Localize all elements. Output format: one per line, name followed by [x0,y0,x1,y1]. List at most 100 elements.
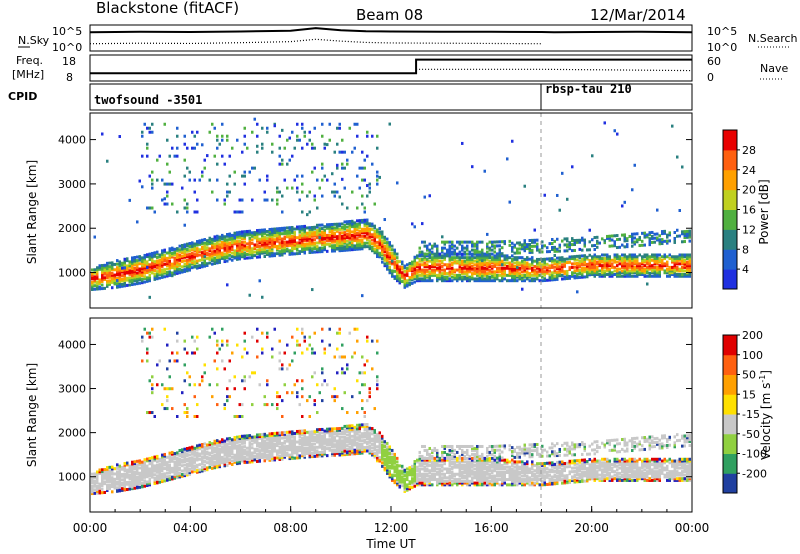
velocity-pixel-849 [168,453,171,457]
velocity-pixel-1747 [241,438,244,442]
power-pixel-2712 [318,234,321,238]
velocity-pixel-910 [173,453,176,457]
power-pixel-4426 [461,244,464,248]
velocity-pixel-2201 [278,440,281,444]
power-y-tick-label-1000: 1000 [58,267,86,280]
power-pixel-1804 [246,247,249,251]
power-pixel-4404 [461,270,464,274]
power-pixel-3514 [381,248,384,252]
velocity-pixel-1807 [246,450,249,454]
power-pixel-539 [146,279,149,283]
velocity-pixel-1404 [216,455,219,459]
power-pixel-3732 [398,260,401,264]
velocity-pixel-902 [173,462,176,466]
power-pixel-3930 [421,263,424,267]
velocity-pixel-2505 [301,331,304,335]
power-pixel-3169 [353,223,356,227]
power-pixel-5749 [576,267,579,271]
power-pixel-5017 [508,273,511,277]
power-pixel-6027 [603,271,606,275]
power-pixel-5521 [553,271,556,275]
velocity-pixel-2614 [311,446,314,450]
power-pixel-5449 [546,271,549,275]
power-pixel-4513 [468,263,471,267]
power-pixel-2979 [341,247,344,251]
power-pixel-5894 [591,273,594,277]
velocity-pixel-1163 [193,395,196,399]
velocity-pixel-1097 [188,449,191,453]
power-pixel-498 [141,258,144,262]
velocity-pixel-2632 [311,375,314,379]
power-pixel-2492 [301,225,304,229]
power-pixel-2757 [321,166,324,170]
power-pixel-6062 [606,260,609,264]
velocity-pixel-2707 [318,443,321,447]
velocity-pixel-2054 [266,335,269,339]
power-pixel-3928 [421,268,424,272]
power-pixel-6124 [611,238,614,242]
power-pixel-3320 [366,238,369,242]
power-pixel-2434 [296,134,299,138]
power-pixel-3504 [381,260,384,264]
power-pixel-5115 [516,268,519,272]
power-pixel-2964 [338,227,341,231]
power-pixel-5291 [531,270,534,274]
power-pixel-2093 [271,249,274,253]
velocity-pixel-1940 [258,452,261,456]
power-pixel-2065 [268,247,271,251]
velocity-pixel-970 [178,457,181,461]
power-pixel-1893 [253,231,256,235]
power-pixel-6021 [601,237,604,241]
velocity-pixel-35 [93,474,96,478]
power-pixel-5342 [536,275,539,279]
velocity-pixel-2004 [263,448,266,452]
power-pixel-5221 [523,245,526,249]
velocity-pixel-1299 [206,447,209,451]
power-pixel-3601 [388,269,391,273]
velocity-pixel-102 [101,468,104,472]
velocity-pixel-2715 [318,436,321,440]
velocity-pixel-1368 [213,460,216,464]
power-pixel-6530 [648,258,651,262]
velocity-pixel-2369 [291,433,294,437]
power-pixel-4907 [496,240,499,244]
velocity-pixel-1994 [263,459,266,463]
velocity-pixel-411 [133,467,136,471]
power-pixel-39 [96,287,99,291]
power-pixel-2970 [338,150,341,154]
velocity-pixel-1713 [238,440,241,444]
power-pixel-317 [126,283,129,287]
power-pixel-5653 [566,269,569,273]
velocity-pixel-585 [148,472,151,476]
velocity-pixel-898 [173,466,176,470]
power-pixel-2739 [321,237,324,241]
velocity-pixel-2721 [318,431,321,435]
power-pixel-4376 [458,265,461,269]
power-pixel-2426 [296,190,299,194]
power-pixel-2942 [338,249,341,253]
power-pixel-4795 [488,263,491,267]
power-pixel-5706 [571,249,574,253]
power-pixel-1253 [203,264,206,268]
power-pixel-5614 [561,257,564,261]
power-pixel-1774 [243,240,246,244]
power-pixel-5475 [548,266,551,270]
velocity-pixel-1008 [183,467,186,471]
power-pixel-2019 [263,228,266,232]
power-pixel-3387 [371,245,374,249]
power-pixel-5052 [511,268,514,272]
power-pixel-6534 [648,255,651,259]
power-pixel-4642 [478,275,481,279]
power-pixel-3104 [348,223,351,227]
velocity-pixel-2062 [268,455,271,459]
power-pixel-5188 [521,247,524,251]
velocity-pixel-178 [111,481,114,485]
velocity-pixel-2006 [263,446,266,450]
power-pixel-5803 [581,263,584,267]
power-pixel-2480 [301,237,304,241]
velocity-pixel-1173 [196,469,199,473]
power-pixel-327 [126,267,129,271]
velocity-pixel-326 [126,473,129,477]
power-pixel-6060 [606,262,609,266]
power-pixel-6791 [673,260,676,264]
